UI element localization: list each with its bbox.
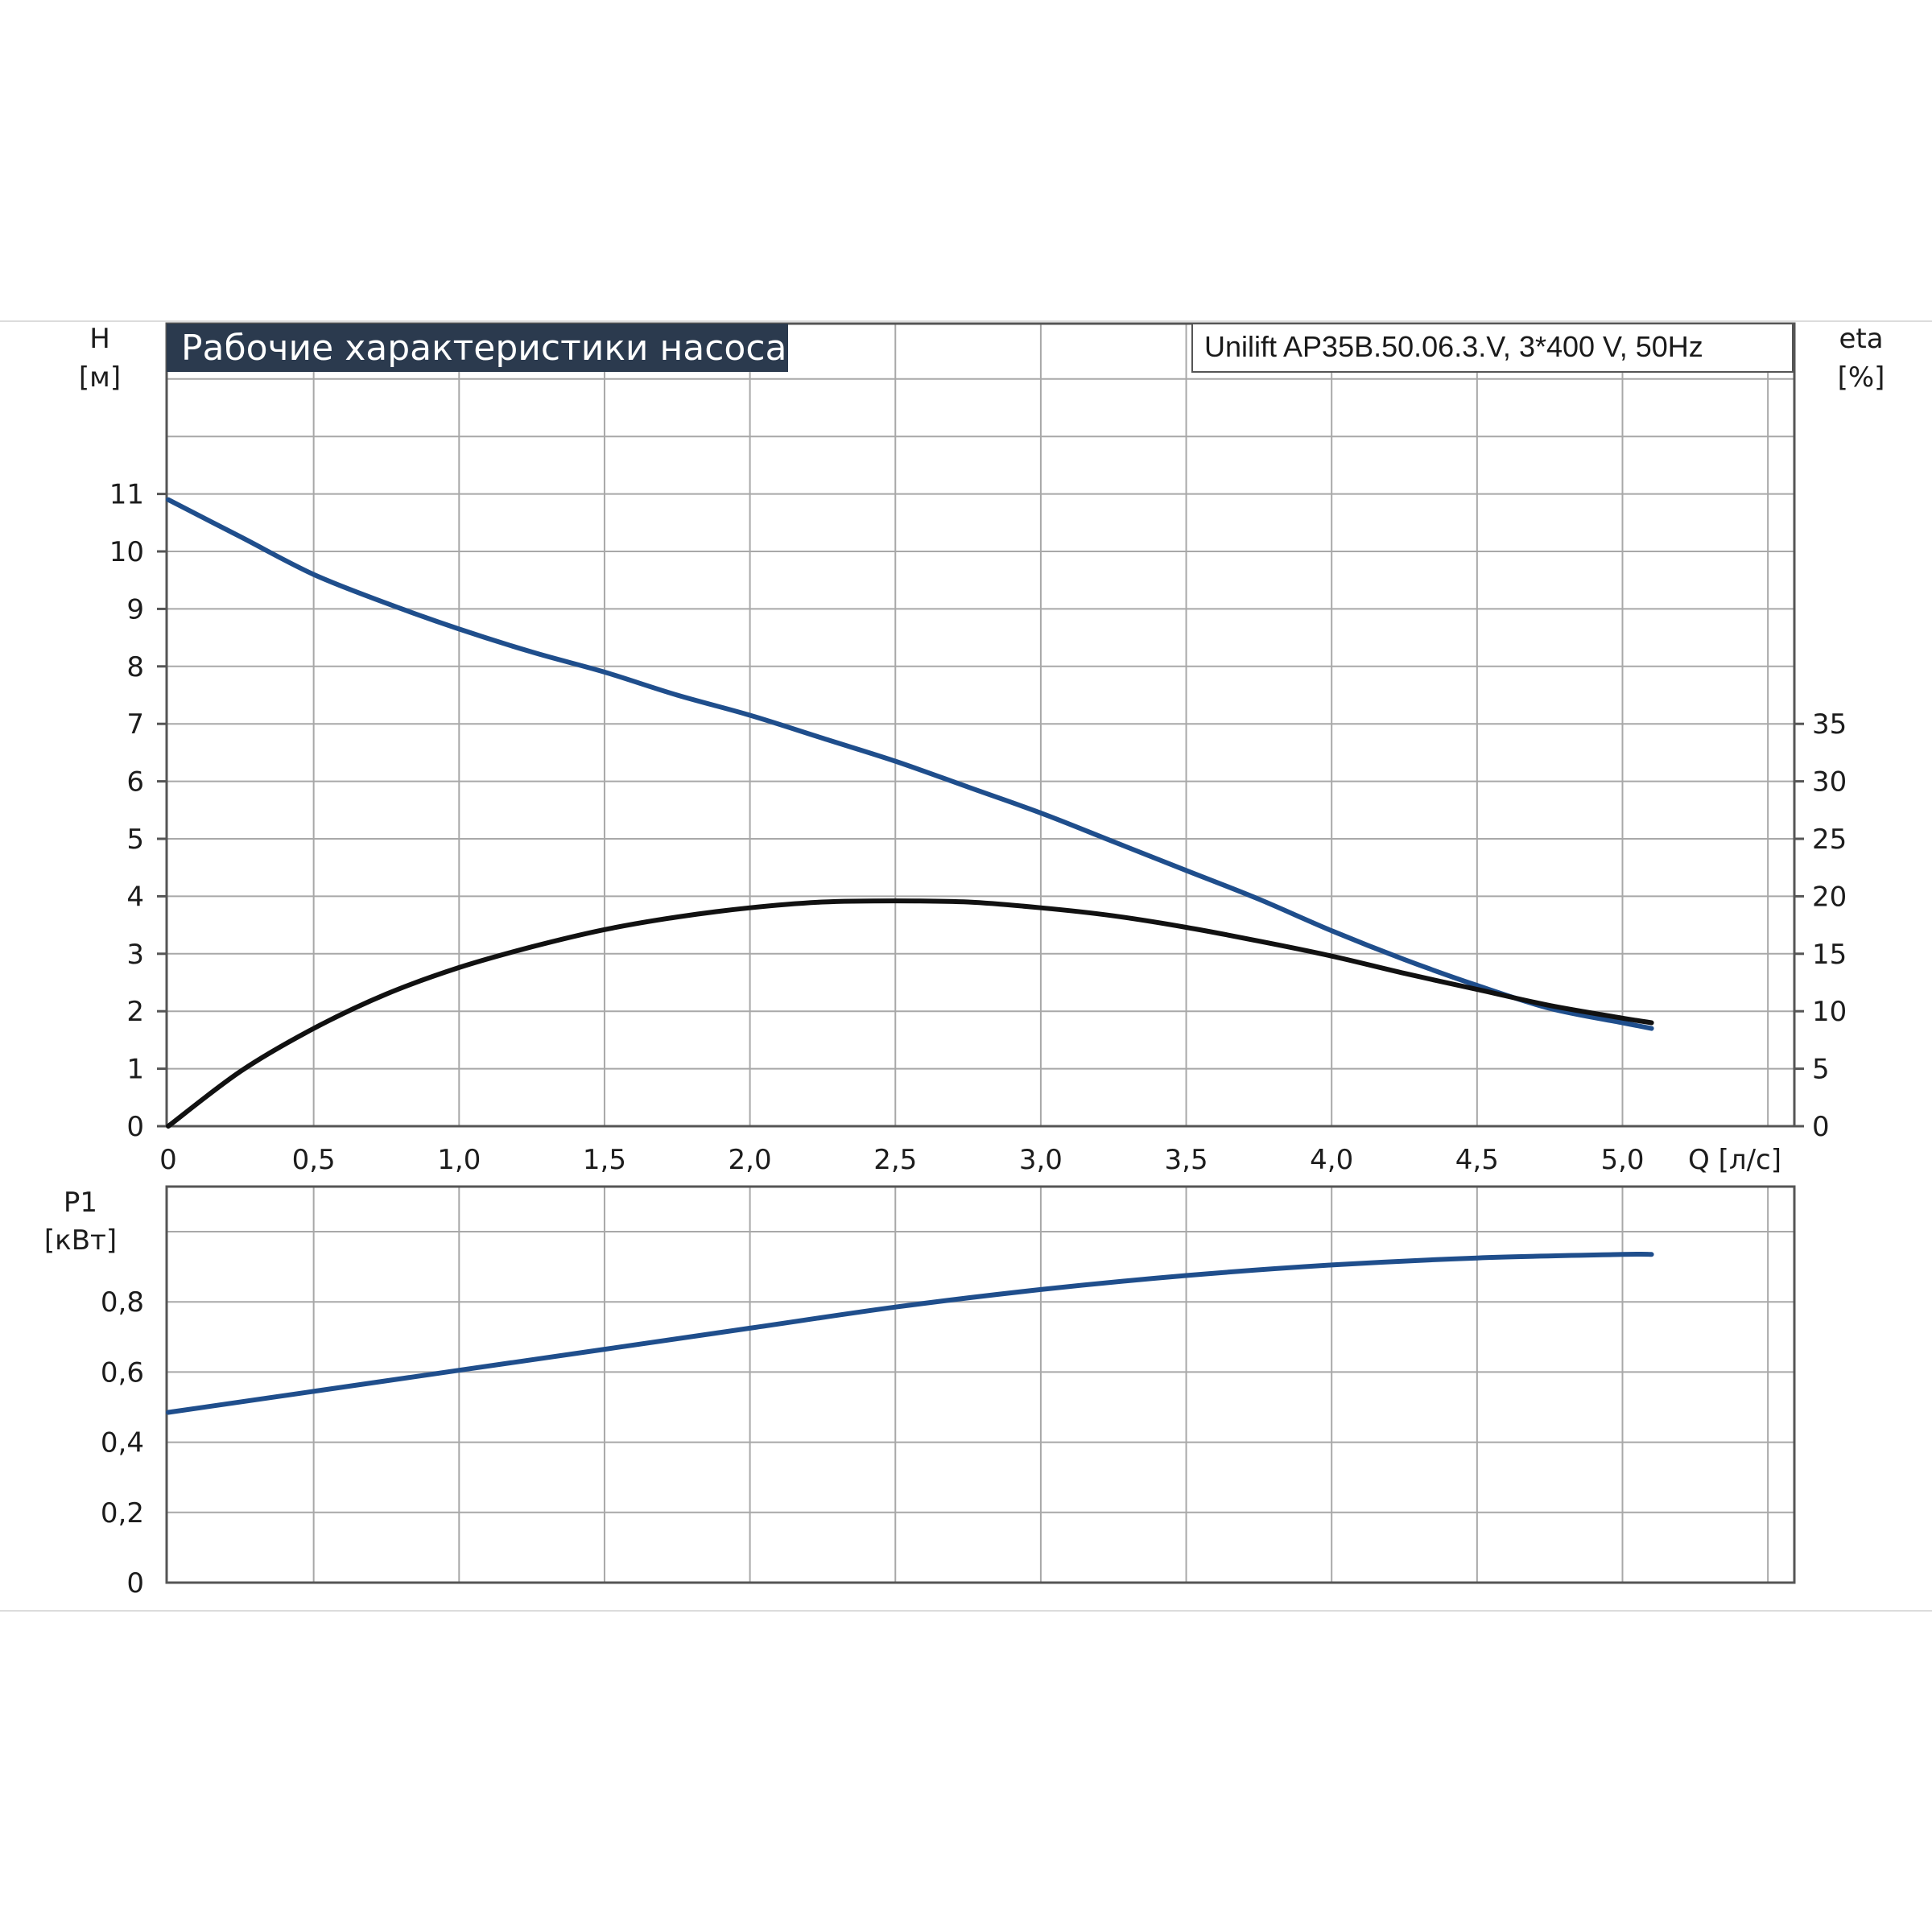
power-tick-label: 0,4: [101, 1427, 144, 1459]
flow-tick-label: 1,5: [583, 1144, 626, 1176]
head-curve: [166, 497, 1654, 1031]
flow-tick-label: 3,0: [1019, 1144, 1063, 1176]
head-tick-label: 2: [126, 996, 144, 1028]
flow-tick-label: 2,0: [729, 1144, 772, 1176]
head-tick-label: 4: [126, 881, 144, 913]
head-axis-unit: [м]: [79, 361, 121, 394]
head-tick-label: 1: [126, 1054, 144, 1086]
power-tick-label: 0,2: [101, 1497, 144, 1530]
flow-tick-label: 2,5: [873, 1144, 917, 1176]
flow-axis-ticks: 0 0,5 1,0 1,5 2,0 2,5 3,0 3,5 4,0 4,5 5,0: [159, 1144, 1644, 1176]
efficiency-tick-label: 25: [1812, 824, 1847, 856]
efficiency-tick-label: 5: [1812, 1054, 1830, 1086]
model-label: Unilift AP35B.50.06.3.V, 3*400 V, 50Hz: [1204, 330, 1703, 363]
efficiency-tick-label: 10: [1812, 996, 1847, 1028]
model-box: [1191, 323, 1794, 373]
flow-tick-label: 4,0: [1310, 1144, 1353, 1176]
bottom-grid: [167, 1187, 1794, 1583]
power-axis-unit: [кВт]: [44, 1224, 117, 1257]
flow-tick-label: 4,5: [1455, 1144, 1499, 1176]
top-grid: [167, 324, 1794, 1126]
flow-tick-label: 3,5: [1165, 1144, 1208, 1176]
chart-title: Рабочие характеристики насоса: [181, 328, 786, 369]
title-box: [167, 324, 788, 372]
top-panel: 0 1 2 3 4 5 6 7 8 9 10 11 0 5 10 15 20 25 30 35 Рабочие ха…: [79, 322, 1885, 1143]
head-tick-label: 3: [126, 939, 144, 971]
efficiency-axis-label: eta: [1839, 323, 1883, 355]
efficiency-axis-unit: [%]: [1838, 361, 1885, 394]
efficiency-axis-ticks: 0 5 10 15 20 25 30 35: [1794, 708, 1847, 1143]
flow-tick-label: 5,0: [1600, 1144, 1644, 1176]
efficiency-tick-label: 35: [1812, 708, 1847, 741]
head-tick-label: 5: [126, 824, 144, 856]
flow-tick-label: 0: [159, 1144, 177, 1176]
bottom-panel: 0 0,2 0,4 0,6 0,8 P1 [кВт]: [44, 1185, 1796, 1600]
power-curve: [166, 1251, 1654, 1415]
power-tick-label: 0: [126, 1567, 144, 1600]
head-tick-label: 6: [126, 766, 144, 799]
head-tick-label: 0: [126, 1111, 144, 1143]
head-tick-label: 9: [126, 593, 144, 625]
bottom-plot-frame: [165, 1185, 1796, 1584]
efficiency-curve: [166, 898, 1654, 1129]
head-axis-ticks: 0 1 2 3 4 5 6 7 8 9 10 11: [109, 479, 167, 1143]
head-tick-label: 7: [126, 708, 144, 741]
power-tick-label: 0,6: [101, 1356, 144, 1389]
head-axis-label: H: [89, 323, 110, 355]
power-axis-ticks: 0 0,2 0,4 0,6 0,8: [101, 1286, 144, 1600]
efficiency-tick-label: 20: [1812, 881, 1847, 913]
efficiency-tick-label: 30: [1812, 766, 1847, 799]
efficiency-tick-label: 15: [1812, 939, 1847, 971]
head-tick-label: 8: [126, 651, 144, 683]
head-tick-label: 11: [109, 479, 144, 511]
flow-tick-label: 0,5: [292, 1144, 336, 1176]
power-tick-label: 0,8: [101, 1286, 144, 1319]
head-tick-label: 10: [109, 536, 144, 568]
flow-tick-label: 1,0: [437, 1144, 481, 1176]
efficiency-tick-label: 0: [1812, 1111, 1830, 1143]
power-axis-label: P1: [64, 1187, 97, 1219]
top-curves: [166, 497, 1654, 1129]
bottom-curves: [166, 1251, 1654, 1415]
flow-axis-label: Q [л/с]: [1688, 1144, 1781, 1176]
